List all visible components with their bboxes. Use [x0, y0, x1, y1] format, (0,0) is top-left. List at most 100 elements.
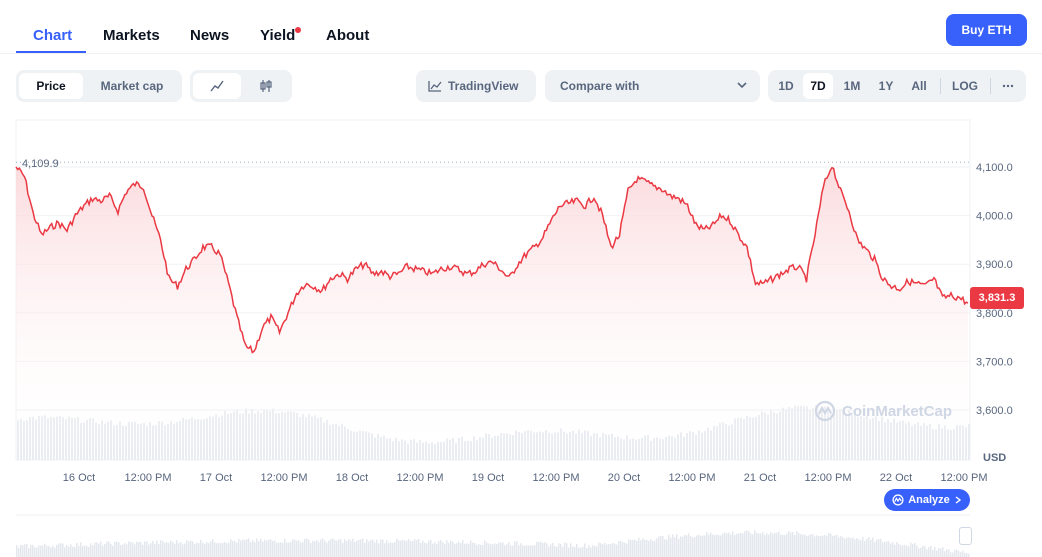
navigator-bar — [516, 541, 518, 557]
tab-news[interactable]: News — [190, 27, 230, 44]
navigator-bar — [908, 546, 910, 557]
marketcap-option[interactable]: Market cap — [100, 79, 164, 93]
navigator-bar — [612, 542, 614, 557]
currency-label: USD — [983, 452, 1007, 464]
navigator-bar — [266, 540, 268, 557]
navigator-bar — [968, 553, 970, 557]
navigator-bar — [538, 541, 540, 557]
navigator-bar — [362, 538, 364, 557]
range-7d[interactable]: 7D — [803, 73, 833, 99]
buy-eth-button[interactable]: Buy ETH — [946, 14, 1027, 46]
navigator-bar — [532, 545, 534, 557]
navigator-bar — [98, 543, 100, 557]
navigator-bar — [322, 538, 324, 557]
navigator-bar — [64, 547, 66, 557]
navigator-bar — [168, 542, 170, 557]
navigator-bar — [568, 547, 570, 557]
navigator-bar — [176, 540, 178, 557]
navigator-bar — [768, 534, 770, 557]
navigator-bar — [880, 538, 882, 557]
navigator-bar — [812, 534, 814, 557]
navigator-bar — [398, 540, 400, 557]
navigator-mini-chart[interactable] — [16, 514, 970, 557]
range-1m[interactable]: 1M — [843, 79, 861, 93]
navigator-bar — [724, 532, 726, 557]
navigator-bar — [734, 534, 736, 557]
y-tick-label: 3,600.0 — [976, 405, 1013, 417]
navigator-bar — [800, 533, 802, 557]
log-toggle[interactable]: LOG — [952, 79, 978, 93]
price-chart[interactable]: 4,100.0 4,000.0 3,900.0 3,800.0 3,700.0 3,600… — [0, 110, 1042, 557]
navigator-bar — [790, 532, 792, 557]
navigator-bar — [668, 534, 670, 557]
navigator-bar — [832, 535, 834, 557]
navigator-bar — [166, 542, 168, 557]
navigator-bar — [100, 541, 102, 557]
time-range-selector: 1D 7D 1M 1Y All LOG — [768, 70, 1026, 102]
navigator-bar — [296, 540, 298, 557]
navigator-bar — [696, 535, 698, 557]
navigator-bar — [940, 548, 942, 557]
line-chart-icon[interactable] — [193, 73, 241, 99]
navigator-bar — [92, 545, 94, 557]
navigator-bar — [254, 542, 256, 557]
range-1d[interactable]: 1D — [778, 79, 794, 93]
navigator-bar — [450, 540, 452, 557]
chevron-right-icon — [955, 496, 961, 504]
navigator-bar — [90, 543, 92, 557]
navigator-bar — [750, 533, 752, 557]
more-icon[interactable] — [994, 73, 1022, 99]
navigator-bar — [946, 549, 948, 557]
navigator-bar — [954, 550, 956, 557]
navigator-bar — [422, 540, 424, 557]
navigator-bar — [672, 534, 674, 557]
navigator-bar — [460, 543, 462, 557]
tab-about[interactable]: About — [326, 27, 370, 44]
x-tick-label: 20 Oct — [608, 472, 640, 484]
navigator-bar — [330, 539, 332, 557]
navigator-bar — [34, 547, 36, 557]
navigator-drag-handle[interactable] — [959, 527, 972, 545]
analyze-button[interactable]: Analyze — [884, 489, 970, 511]
navigator-bar — [882, 542, 884, 557]
navigator-bar — [802, 534, 804, 557]
navigator-bar — [160, 540, 162, 557]
navigator-bar — [312, 540, 314, 557]
candlestick-icon[interactable] — [242, 73, 289, 99]
navigator-bar — [622, 542, 624, 557]
navigator-bar — [174, 543, 176, 557]
navigator-bar — [336, 540, 338, 557]
range-1y[interactable]: 1Y — [878, 79, 894, 93]
navigator-bar — [854, 539, 856, 557]
x-tick-label: 12:00 PM — [940, 472, 987, 484]
navigator-bar — [886, 541, 888, 557]
navigator-bar — [116, 541, 118, 557]
navigator-bar — [58, 543, 60, 557]
navigator-bar — [144, 541, 146, 557]
tab-chart[interactable]: Chart — [33, 27, 73, 44]
range-all[interactable]: All — [911, 79, 927, 93]
navigator-bar — [726, 533, 728, 557]
tab-yield[interactable]: Yield — [260, 27, 296, 44]
navigator-bar — [850, 538, 852, 557]
price-option[interactable]: Price — [19, 73, 83, 99]
navigator-bar — [356, 540, 358, 557]
navigator-bar — [294, 539, 296, 557]
navigator-bar — [414, 539, 416, 557]
tradingview-button[interactable]: TradingView — [416, 70, 536, 102]
x-tick-label: 12:00 PM — [124, 472, 171, 484]
navigator-bar — [676, 534, 678, 557]
navigator-bar — [104, 543, 106, 557]
navigator-bar — [358, 539, 360, 557]
navigator-bar — [446, 540, 448, 557]
navigator-bar — [220, 543, 222, 557]
navigator-bar — [56, 544, 58, 557]
navigator-bar — [110, 543, 112, 557]
navigator-bar — [26, 543, 28, 557]
navigator-bar — [898, 543, 900, 557]
navigator-bar — [106, 541, 108, 557]
tab-markets[interactable]: Markets — [103, 27, 160, 44]
navigator-bar — [478, 544, 480, 557]
compare-with-dropdown[interactable]: Compare with — [545, 70, 760, 102]
navigator-bar — [70, 544, 72, 557]
